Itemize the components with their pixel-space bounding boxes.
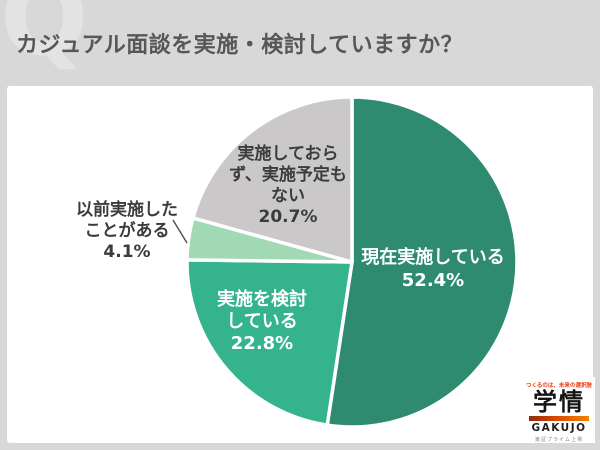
- page-title: カジュアル面談を実施・検討していますか？: [16, 33, 464, 58]
- pie-label-currently-implementing: 現在実施している 52.4%: [361, 247, 505, 291]
- logo-name-english: GAKUJO: [531, 422, 587, 434]
- logo-tagline: つくるのは、未来の選択肢: [526, 383, 592, 389]
- pie-label-not-implementing: 実施しておら ず、実施予定も ない 20.7%: [229, 144, 347, 227]
- gakujo-logo: つくるのは、未来の選択肢 学情 GAKUJO 東証プライム上場: [523, 377, 595, 443]
- logo-listing-text: 東証プライム上場: [535, 437, 583, 443]
- pie-label-previously-implemented: 以前実施した ことがある 4.1%: [76, 200, 178, 262]
- logo-accent-bar: [529, 416, 589, 421]
- logo-name-japanese: 学情: [533, 387, 585, 416]
- pie-label-considering: 実施を検討 している 22.8%: [217, 289, 307, 354]
- question-watermark-q: Q: [0, 0, 89, 79]
